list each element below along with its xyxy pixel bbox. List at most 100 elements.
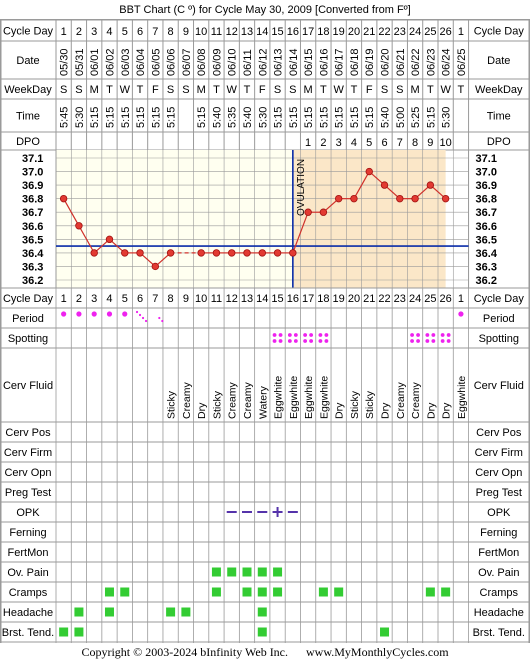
weekday-cell: M [90,84,99,96]
time-cell: 5:15 [318,107,330,128]
weekday-cell: F [366,84,373,96]
cerv-fluid-cell: Sticky [166,390,178,419]
spotting-dot [318,339,323,343]
symptom-cramps [242,587,252,597]
date-cell: 06/10 [227,48,239,76]
dpo-cell: 6 [381,137,387,149]
temp-point [166,249,175,257]
follicular-phase-bg [56,150,294,288]
cerv-fluid-cell: Eggwhite [456,376,468,419]
cerv-fluid-cell: Dry [196,402,208,419]
spotting-dot [303,333,308,337]
spotting-dot [309,333,314,337]
row-period [0,307,530,329]
cycle-day-cell-lower: 3 [91,293,97,305]
cerv-fluid-cell: Sticky [211,390,223,419]
cerv-fluid-cell: Watery [257,385,269,419]
time-cell: 5:25 [410,107,422,128]
symptom-headache [104,607,114,617]
row-label-right-weekday: WeekDay [475,84,523,96]
temp-point [121,249,129,257]
cycle-day-cell: 22 [378,26,390,38]
temp-segment [292,212,309,254]
row-label-right-ferning: Ferning [480,527,517,539]
row-label-right-cycle_day: Cycle Day [474,26,525,38]
dpo-cell: 2 [320,137,326,149]
symptom-headache [166,607,176,617]
row-label-right-opk: OPK [487,507,511,519]
spotting-dot [431,333,436,337]
weekday-cell: S [182,84,189,96]
spotting-dot [324,339,329,343]
cerv-fluid-cell: Eggwhite [303,376,315,419]
time-cell: 5:15 [288,107,300,128]
time-cell: 5:00 [395,107,407,128]
row-label-left-preg-test: Preg Test [5,487,51,499]
temp-point [441,194,450,203]
cycle-day-cell: 9 [183,26,189,38]
row-label-right-cerv-pos: Cerv Pos [476,427,522,439]
cycle-day-cell-lower: 22 [378,293,390,305]
weekday-cell: T [458,84,465,96]
cycle-day-cell: 26 [440,26,452,38]
website-link[interactable]: www.MyMonthlyCycles.com [306,645,449,659]
temp-point [243,249,251,257]
symptom-cramps [441,587,451,597]
cycle-day-cell: 3 [91,26,97,38]
time-cell: 5:15 [135,107,147,128]
cycle-day-cell-lower: 26 [440,293,452,305]
date-cell: 06/11 [242,49,254,76]
time-cell: 5:15 [334,107,346,128]
temp-point [151,262,160,271]
spotting-dot [446,339,451,343]
cycle-day-cell-lower: 1 [61,293,67,305]
date-cell: 06/25 [456,48,468,76]
y-tick-right: 37.0 [476,167,497,179]
time-cell: 5:15 [364,107,376,128]
cerv-fluid-cell: Dry [334,402,346,419]
cycle-day-cell: 13 [241,26,253,38]
cycle-day-cell: 18 [317,26,329,38]
cycle-day-cell-lower: 1 [458,293,464,305]
y-tick-left: 36.4 [22,248,44,260]
time-cell: 5:30 [441,107,453,128]
period-spot-dot [135,310,139,314]
spotting-dot [287,339,292,343]
weekday-cell: S [396,84,403,96]
time-cell: 5:15 [120,107,132,128]
cycle-day-cell-lower: 4 [106,293,112,305]
temp-point [304,208,312,216]
date-cell: 06/09 [211,48,223,76]
cycle-day-cell-lower: 10 [195,293,207,305]
symptom-ov-pain [211,567,221,577]
symptom-brst-tend [74,627,84,637]
period-spot-dot [158,316,161,320]
row-label-left-cramps: Cramps [9,587,48,599]
temp-point [380,181,389,189]
y-tick-left: 36.8 [22,194,43,206]
row-label-right-cramps: Cramps [480,587,519,599]
y-tick-right: 36.9 [476,180,497,192]
spotting-dot [425,333,430,337]
weekday-cell: T [320,84,327,96]
temp-point [136,249,144,257]
symptom-cramps [318,587,328,597]
spotting-dot [293,339,298,343]
cycle-day-cell-lower: 12 [226,293,238,305]
symptom-cramps [257,587,267,597]
symptom-ov-pain [227,567,237,577]
cerv-fluid-cell: Dry [425,402,437,419]
y-tick-right: 37.1 [476,153,497,165]
y-tick-left: 36.6 [22,221,43,233]
row-label-right-spotting: Spotting [479,333,519,345]
row-date [0,40,530,80]
dpo-cell: 5 [366,137,372,149]
dpo-cell: 3 [336,137,342,149]
cerv-fluid-cell: Eggwhite [288,376,300,419]
weekday-cell: M [197,84,206,96]
cycle-day-cell-lower: 17 [302,293,314,305]
temp-segment [78,225,95,254]
cycle-day-cell-lower: 21 [363,293,375,305]
row-spotting [0,327,530,349]
weekday-cell: T [213,84,220,96]
